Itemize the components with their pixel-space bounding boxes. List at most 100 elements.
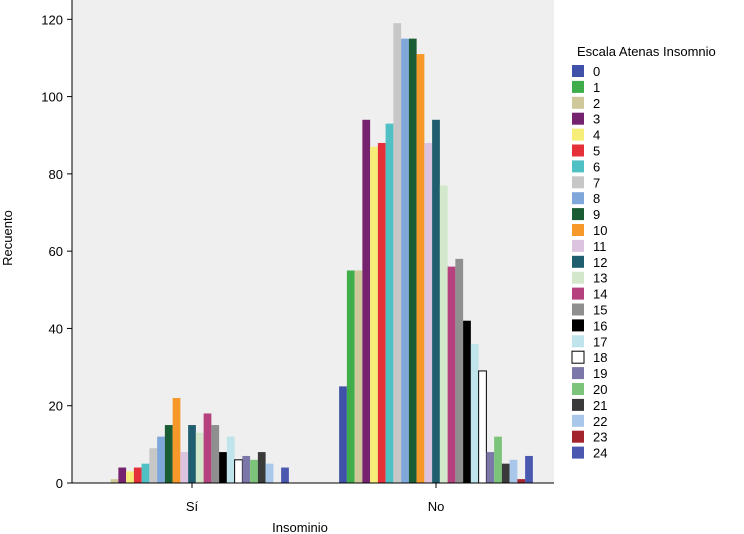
legend-label-20: 20 (593, 382, 607, 397)
legend-label-13: 13 (593, 271, 607, 286)
legend-label-9: 9 (593, 207, 600, 222)
legend-swatch-1 (572, 80, 584, 93)
legend-swatch-3 (572, 112, 584, 125)
bar-no-1 (346, 270, 355, 483)
bar-si-22 (265, 463, 274, 483)
legend-swatch-5 (572, 144, 584, 157)
legend-label-6: 6 (593, 159, 600, 174)
legend-label-7: 7 (593, 175, 600, 190)
bar-si-2 (110, 479, 119, 483)
bar-no-13 (439, 185, 448, 484)
legend-swatch-14 (572, 287, 584, 300)
bar-no-11 (424, 142, 433, 483)
legend-label-1: 1 (593, 80, 600, 95)
bar-si-13 (195, 432, 204, 483)
bar-si-19 (242, 455, 251, 483)
legend-label-16: 16 (593, 318, 607, 333)
y-tick-label: 80 (49, 167, 63, 182)
legend: Escala Atenas Insomnio 01234567891011121… (571, 44, 716, 461)
legend-label-17: 17 (593, 334, 607, 349)
legend-label-21: 21 (593, 398, 607, 413)
legend-label-22: 22 (593, 414, 607, 429)
bar-si-17 (226, 436, 235, 483)
bar-si-16 (219, 452, 227, 483)
bar-si-12 (188, 425, 196, 483)
bar-no-8 (401, 38, 409, 483)
legend-swatch-15 (572, 303, 584, 316)
legend-label-14: 14 (593, 287, 607, 302)
bar-si-18 (234, 459, 243, 484)
legend-swatch-8 (572, 192, 584, 205)
bar-no-4 (370, 146, 378, 483)
bar-no-24 (525, 455, 533, 483)
y-tick-label: 120 (41, 12, 63, 27)
legend-swatch-18 (571, 350, 585, 364)
bars-layer (110, 23, 533, 484)
bar-si-15 (211, 425, 220, 483)
y-tick-label: 60 (49, 244, 63, 259)
legend-swatch-23 (572, 430, 584, 443)
legend-label-12: 12 (593, 255, 607, 270)
bar-no-17 (470, 343, 479, 483)
legend-swatch-24 (572, 446, 584, 459)
bar-no-16 (463, 320, 471, 483)
bar-si-14 (203, 413, 212, 483)
bar-si-8 (157, 436, 165, 483)
legend-label-4: 4 (593, 128, 600, 143)
legend-swatch-22 (572, 414, 584, 427)
y-tick-label: 0 (56, 476, 63, 491)
legend-label-5: 5 (593, 144, 600, 159)
legend-label-10: 10 (593, 223, 607, 238)
bar-si-9 (164, 425, 173, 483)
bar-no-10 (416, 54, 425, 483)
x-tick-label: Sí (186, 499, 199, 514)
legend-swatch-0 (572, 65, 584, 77)
bar-no-9 (408, 38, 417, 483)
bar-no-7 (393, 23, 402, 484)
bar-no-0 (339, 386, 347, 483)
y-tick-label: 20 (49, 399, 63, 414)
legend-label-3: 3 (593, 112, 600, 127)
bar-si-21 (257, 452, 266, 483)
bar-no-2 (354, 270, 363, 483)
legend-label-15: 15 (593, 303, 607, 318)
y-tick-label: 100 (41, 90, 63, 105)
bar-no-23 (517, 479, 526, 483)
legend-swatch-19 (572, 367, 584, 380)
legend-label-8: 8 (593, 191, 600, 206)
legend-title: Escala Atenas Insomnio (577, 44, 716, 59)
bar-no-19 (486, 452, 495, 483)
bar-si-10 (172, 397, 181, 483)
y-axis-label: Recuento (0, 210, 15, 266)
bar-no-20 (494, 436, 502, 483)
bar-no-21 (501, 463, 510, 483)
bar-si-24 (281, 467, 289, 483)
bar-no-18 (478, 370, 487, 484)
legend-label-0: 0 (593, 64, 600, 79)
legend-swatch-11 (572, 239, 584, 252)
legend-swatch-10 (572, 224, 584, 236)
legend-swatch-16 (572, 319, 584, 332)
x-axis-label: Insominio (272, 520, 328, 534)
legend-label-18: 18 (593, 350, 607, 365)
bar-si-4 (126, 471, 134, 483)
bar-no-5 (377, 142, 386, 483)
legend-label-24: 24 (593, 446, 607, 461)
legend-label-19: 19 (593, 366, 607, 381)
legend-swatch-6 (572, 160, 584, 173)
legend-label-23: 23 (593, 430, 607, 445)
legend-label-11: 11 (593, 239, 607, 254)
legend-swatch-12 (572, 255, 584, 268)
bar-no-14 (447, 266, 456, 483)
legend-swatch-13 (572, 271, 584, 284)
legend-swatch-9 (572, 208, 584, 221)
x-tick-label: No (428, 499, 445, 514)
legend-swatch-2 (572, 96, 584, 109)
legend-swatch-17 (572, 335, 584, 348)
legend-label-2: 2 (593, 96, 600, 111)
legend-swatch-21 (572, 398, 584, 411)
bar-no-12 (432, 119, 440, 483)
